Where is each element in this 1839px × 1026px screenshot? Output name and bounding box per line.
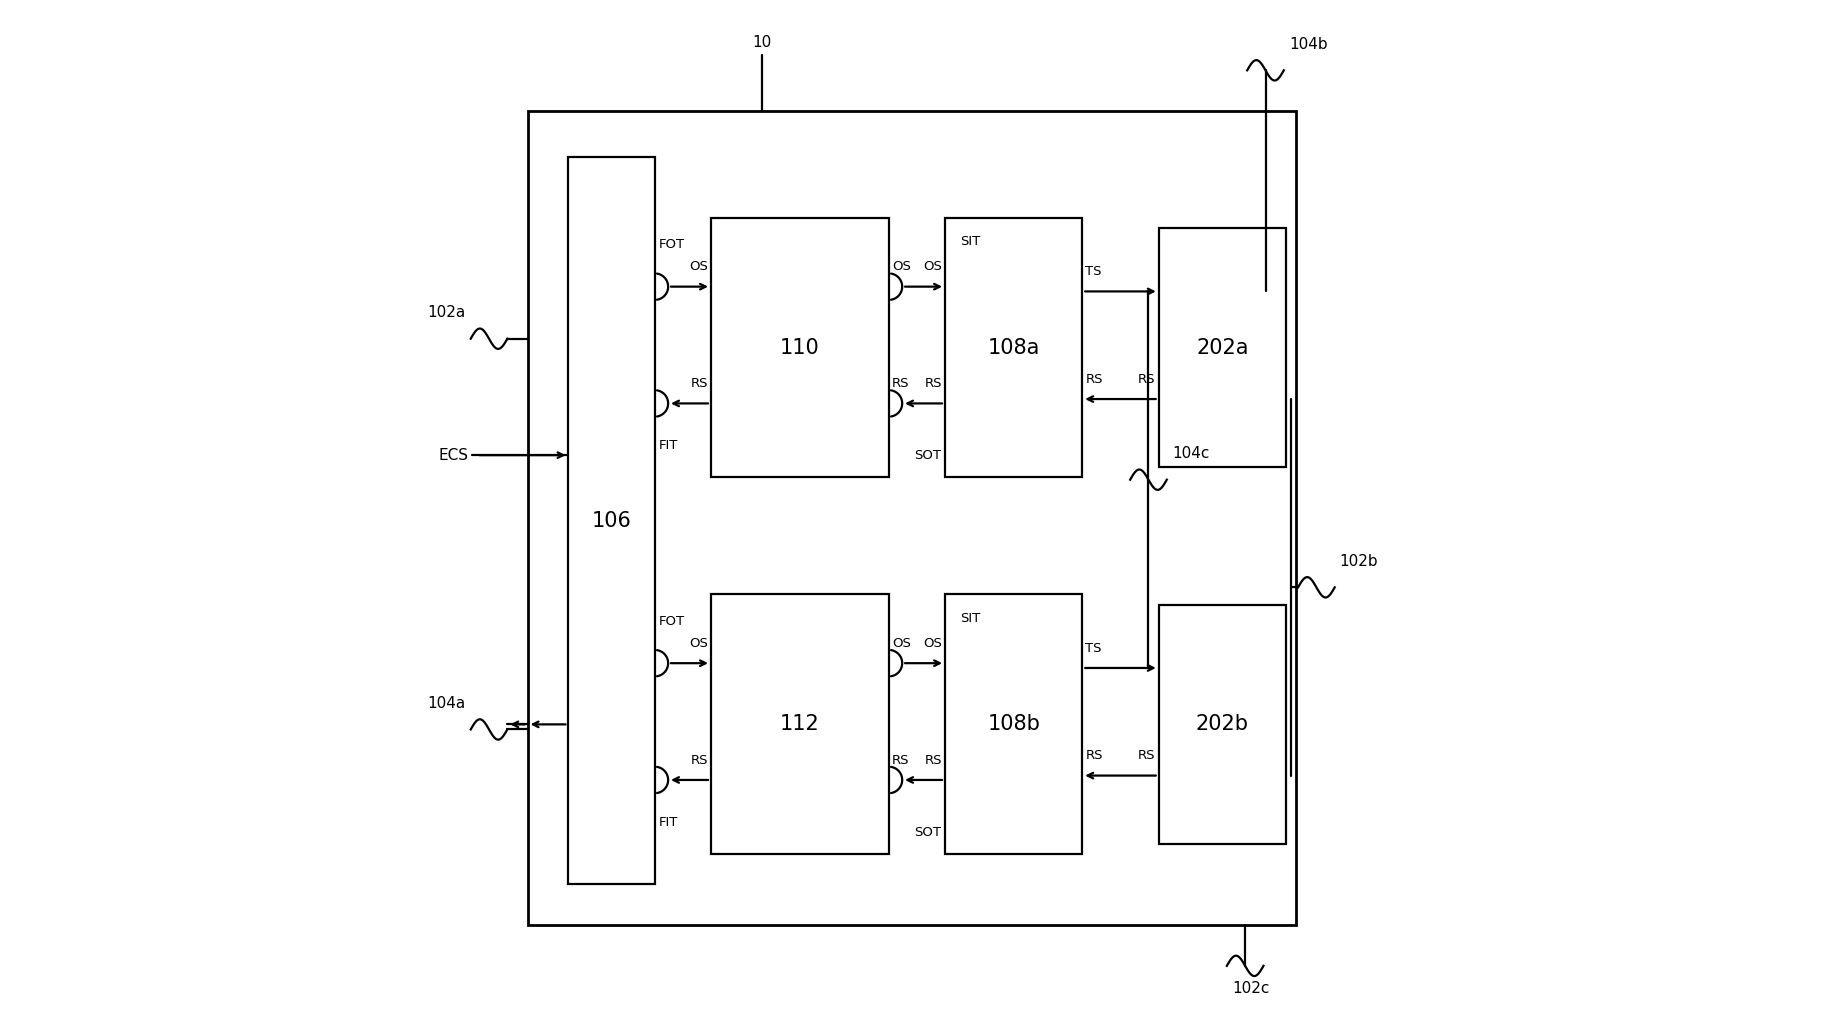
Bar bbox=[1159, 604, 1285, 843]
Text: 110: 110 bbox=[780, 338, 820, 358]
Text: 10: 10 bbox=[752, 35, 771, 50]
Text: SIT: SIT bbox=[960, 611, 980, 625]
Text: OS: OS bbox=[690, 261, 708, 273]
Text: RS: RS bbox=[925, 754, 942, 766]
Text: ECS: ECS bbox=[440, 447, 469, 463]
Bar bbox=[568, 157, 655, 884]
Text: RS: RS bbox=[1085, 749, 1103, 762]
Bar bbox=[945, 594, 1083, 854]
Text: OS: OS bbox=[690, 637, 708, 649]
Text: TS: TS bbox=[1085, 641, 1102, 655]
Bar bbox=[945, 218, 1083, 477]
Text: 202b: 202b bbox=[1195, 714, 1249, 735]
Text: 106: 106 bbox=[592, 511, 631, 530]
Text: RS: RS bbox=[892, 378, 910, 390]
Text: RS: RS bbox=[925, 378, 942, 390]
Text: RS: RS bbox=[690, 754, 708, 766]
Text: FIT: FIT bbox=[658, 816, 679, 829]
Text: RS: RS bbox=[1138, 749, 1155, 762]
Bar bbox=[1159, 228, 1285, 467]
Text: SIT: SIT bbox=[960, 235, 980, 248]
Text: TS: TS bbox=[1085, 265, 1102, 278]
Text: RS: RS bbox=[1138, 372, 1155, 386]
Text: SOT: SOT bbox=[914, 826, 942, 838]
Text: SOT: SOT bbox=[914, 449, 942, 463]
Text: 102b: 102b bbox=[1341, 554, 1379, 569]
Text: 104b: 104b bbox=[1289, 37, 1328, 52]
Text: OS: OS bbox=[892, 261, 910, 273]
Text: 102c: 102c bbox=[1232, 981, 1269, 996]
Text: FOT: FOT bbox=[658, 615, 686, 628]
Text: FOT: FOT bbox=[658, 238, 686, 251]
Text: OS: OS bbox=[923, 637, 942, 649]
Text: RS: RS bbox=[892, 754, 910, 766]
Text: FIT: FIT bbox=[658, 439, 679, 452]
Text: 202a: 202a bbox=[1195, 338, 1249, 358]
Bar bbox=[712, 594, 888, 854]
Bar bbox=[712, 218, 888, 477]
Text: 108a: 108a bbox=[988, 338, 1039, 358]
Text: 104c: 104c bbox=[1171, 446, 1210, 462]
Text: 104a: 104a bbox=[427, 696, 465, 711]
Text: OS: OS bbox=[892, 637, 910, 649]
Bar bbox=[528, 111, 1296, 925]
Text: 102a: 102a bbox=[427, 306, 465, 320]
Text: OS: OS bbox=[923, 261, 942, 273]
Text: 112: 112 bbox=[780, 714, 820, 735]
Text: RS: RS bbox=[690, 378, 708, 390]
Text: RS: RS bbox=[1085, 372, 1103, 386]
Text: 108b: 108b bbox=[988, 714, 1041, 735]
